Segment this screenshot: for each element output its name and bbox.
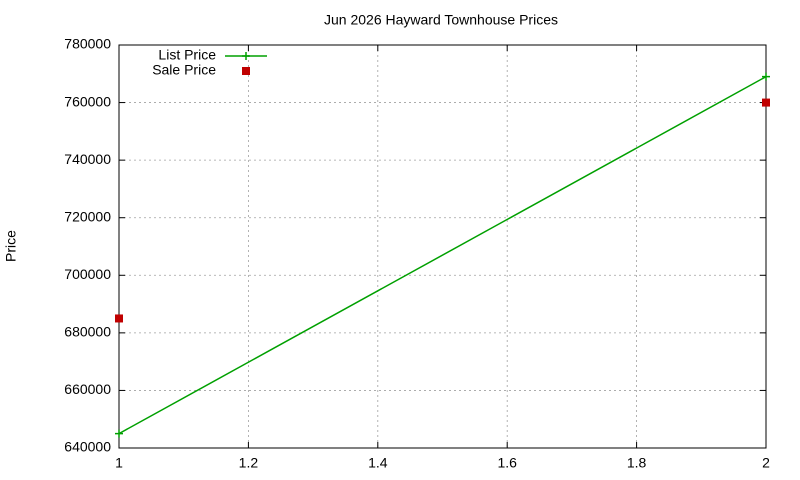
y-tick-label: 720000 xyxy=(64,208,111,224)
data-point xyxy=(115,429,123,438)
x-tick-label: 1.2 xyxy=(239,455,259,471)
data-point xyxy=(762,98,770,107)
legend-marker xyxy=(242,52,250,60)
y-tick-label: 660000 xyxy=(64,381,111,397)
y-tick-label: 640000 xyxy=(64,439,111,455)
x-tick-label: 1.6 xyxy=(497,455,517,471)
y-tick-label: 780000 xyxy=(64,36,111,52)
x-tick-label: 1.8 xyxy=(627,455,647,471)
y-axis-label: Price xyxy=(3,230,19,262)
y-tick-label: 740000 xyxy=(64,151,111,167)
legend-marker xyxy=(242,67,250,75)
series-line xyxy=(118,76,767,435)
data-point xyxy=(115,314,123,323)
y-tick-label: 680000 xyxy=(64,324,111,340)
data-point xyxy=(762,72,770,81)
y-tick-label: 760000 xyxy=(64,93,111,109)
legend-label: List Price xyxy=(158,47,216,63)
x-tick-label: 1.4 xyxy=(368,455,388,471)
y-tick-label: 700000 xyxy=(64,266,111,282)
x-tick-label: 2 xyxy=(762,455,770,471)
legend-label: Sale Price xyxy=(152,62,216,78)
x-tick-label: 1 xyxy=(115,455,123,471)
chart-title: Jun 2026 Hayward Townhouse Prices xyxy=(324,12,558,28)
plot-frame xyxy=(118,44,767,449)
